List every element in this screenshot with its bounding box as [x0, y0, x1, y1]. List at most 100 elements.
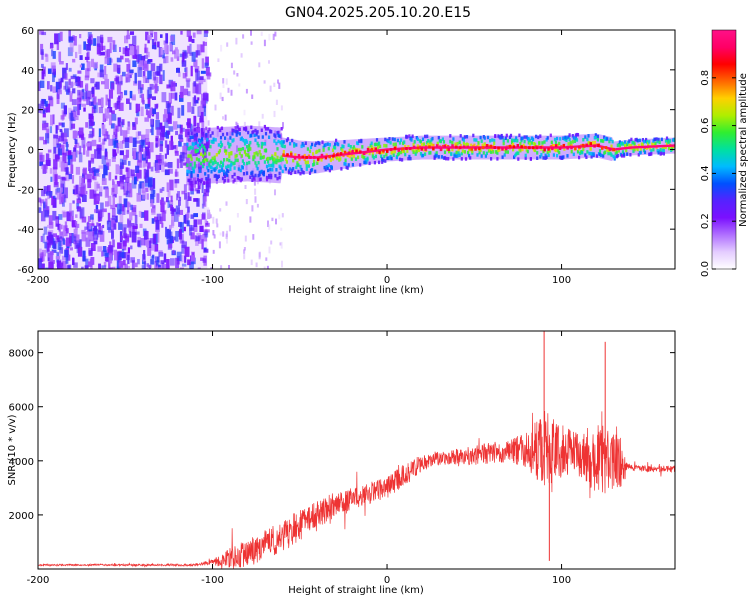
noise-speckle: [149, 142, 154, 153]
band-cell: [308, 171, 312, 175]
band-cell: [255, 164, 258, 168]
band-cell: [225, 151, 228, 156]
noise-speckle: [159, 63, 163, 72]
band-cell: [491, 147, 494, 152]
sparse-speckle: [252, 168, 255, 172]
noise-speckle: [62, 139, 68, 145]
sparse-speckle: [226, 42, 229, 47]
noise-speckle: [189, 52, 194, 56]
noise-speckle: [108, 99, 111, 109]
noise-speckle: [151, 218, 155, 224]
band-cell: [206, 180, 209, 185]
noise-speckle: [186, 30, 191, 37]
band-cell: [494, 134, 497, 138]
sparse-speckle: [267, 220, 269, 227]
sparse-speckle: [207, 207, 210, 214]
band-cell: [626, 142, 629, 147]
noise-speckle: [132, 225, 138, 230]
noise-speckle: [88, 224, 92, 230]
band-cell: [223, 158, 226, 162]
noise-speckle: [48, 95, 53, 101]
sparse-speckle: [236, 145, 238, 153]
ridge-cell: [286, 153, 289, 157]
ridge-cell: [305, 155, 308, 159]
noise-speckle: [179, 267, 185, 269]
noise-speckle: [201, 239, 204, 250]
snr-y-axis-label: SNR (10 * v/v): [7, 414, 18, 485]
band-cell: [649, 147, 652, 151]
band-cell: [575, 138, 579, 142]
band-cell: [446, 147, 449, 152]
noise-speckle: [134, 176, 137, 185]
noise-speckle: [49, 191, 53, 198]
noise-speckle: [101, 251, 104, 257]
band-cell: [204, 172, 207, 176]
noise-speckle: [160, 260, 165, 265]
band-cell: [449, 139, 452, 144]
noise-speckle: [62, 261, 67, 269]
band-cell: [576, 133, 580, 137]
noise-speckle: [124, 35, 129, 44]
noise-speckle: [151, 208, 156, 213]
sparse-speckle: [215, 179, 218, 185]
noise-speckle: [47, 242, 50, 252]
noise-speckle: [73, 147, 76, 156]
noise-speckle: [178, 140, 182, 147]
ridge-cell: [581, 143, 585, 147]
band-cell: [240, 177, 243, 181]
band-cell: [214, 138, 217, 142]
band-cell: [219, 140, 223, 144]
noise-speckle: [52, 166, 58, 174]
noise-speckle: [200, 70, 206, 74]
noise-speckle: [204, 30, 209, 34]
noise-speckle: [38, 81, 41, 92]
noise-speckle: [66, 211, 71, 222]
noise-speckle: [57, 89, 62, 95]
noise-speckle: [158, 47, 163, 58]
band-cell: [481, 143, 484, 147]
noise-speckle: [99, 64, 104, 73]
noise-speckle: [175, 205, 180, 215]
noise-speckle: [62, 230, 65, 236]
noise-speckle: [187, 45, 190, 54]
band-cell: [361, 145, 364, 149]
noise-speckle: [190, 255, 196, 262]
noise-speckle: [189, 180, 193, 186]
noise-speckle: [203, 106, 206, 117]
band-cell: [437, 136, 440, 140]
noise-speckle: [179, 229, 182, 240]
band-cell: [194, 180, 197, 184]
band-cell: [486, 135, 490, 140]
sparse-speckle: [253, 179, 256, 186]
band-cell: [642, 148, 646, 153]
sparse-speckle: [244, 235, 247, 242]
band-cell: [263, 160, 266, 164]
noise-speckle: [124, 182, 128, 193]
snr-plot-area: [38, 331, 675, 569]
band-cell: [539, 155, 542, 159]
noise-speckle: [138, 184, 142, 195]
noise-speckle: [205, 229, 210, 233]
noise-speckle: [85, 258, 89, 268]
band-cell: [196, 173, 199, 178]
band-cell: [603, 135, 606, 139]
noise-speckle: [142, 71, 146, 78]
band-cell: [398, 141, 402, 145]
noise-speckle: [99, 191, 103, 197]
noise-speckle: [72, 200, 75, 204]
band-cell: [380, 150, 383, 155]
band-cell: [297, 163, 300, 167]
noise-speckle: [195, 150, 201, 155]
sparse-speckle: [282, 122, 284, 129]
noise-speckle: [100, 51, 105, 56]
noise-speckle: [120, 74, 123, 86]
sparse-speckle: [243, 254, 246, 260]
band-cell: [412, 142, 415, 147]
noise-speckle: [42, 165, 48, 174]
noise-speckle: [174, 179, 178, 188]
band-cell: [388, 137, 391, 141]
noise-speckle: [161, 187, 165, 192]
noise-speckle: [53, 146, 57, 154]
noise-speckle: [183, 88, 189, 96]
band-cell: [515, 136, 518, 140]
